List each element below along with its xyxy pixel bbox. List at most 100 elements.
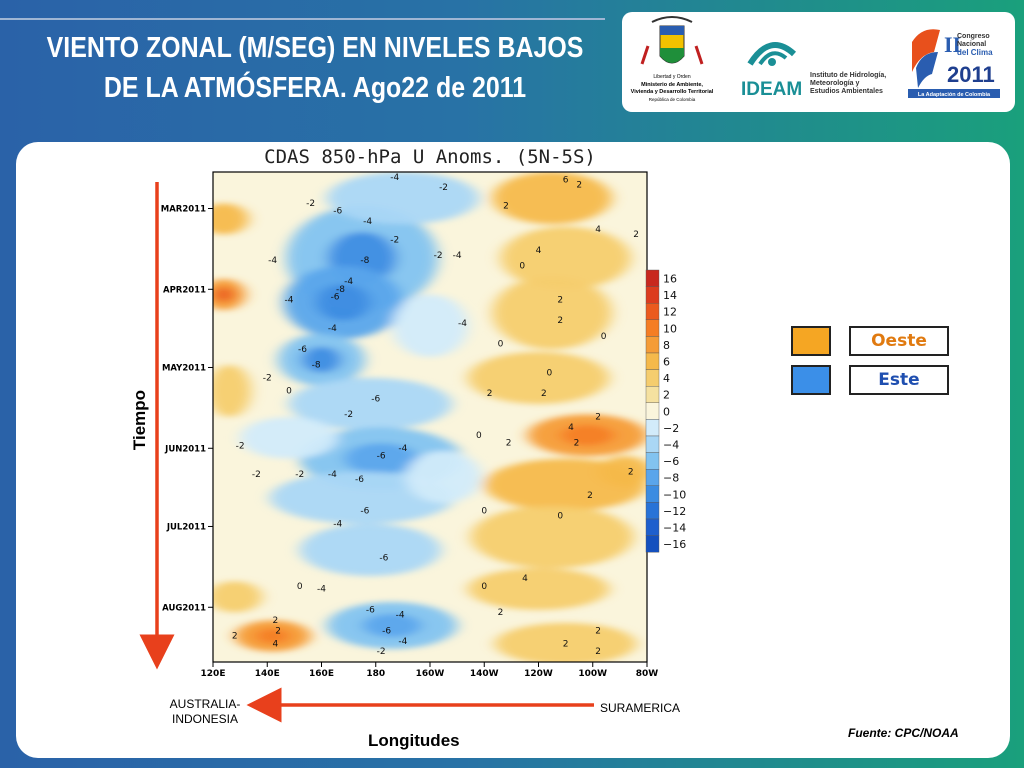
- colorbar-label: 6: [663, 355, 670, 368]
- contour-label: 2: [487, 389, 493, 399]
- y-tick-label: AUG2011: [162, 603, 206, 613]
- contour-label: -6: [360, 506, 369, 516]
- x-tick-label: 160E: [309, 669, 334, 679]
- contour-label: -8: [360, 256, 369, 266]
- contour-label: -6: [379, 553, 388, 563]
- y-tick-label: JUL2011: [166, 522, 206, 532]
- colorbar-label: 4: [663, 372, 670, 385]
- anomaly-core: [560, 424, 615, 446]
- contour-label: -4: [398, 637, 407, 647]
- contour-label: -4: [333, 519, 342, 529]
- ideam-logo: [747, 42, 797, 66]
- anomaly-core: [301, 346, 342, 373]
- colorbar-swatch: [645, 485, 660, 503]
- contour-label: -2: [263, 374, 272, 384]
- contour-label: 2: [595, 413, 601, 423]
- x-axis-ticks: 120E 140E 160E 180 160W 140W 120W 100W 80W: [201, 662, 659, 679]
- contour-label: 2: [574, 439, 580, 449]
- contour-label: 2: [498, 608, 504, 618]
- anomaly-blob: [598, 456, 647, 488]
- contour-label: -4: [453, 251, 462, 261]
- colorbar-label: −12: [663, 505, 686, 518]
- contour-label: 0: [546, 368, 552, 378]
- contour-label: 4: [273, 639, 279, 649]
- contour-label: 2: [595, 626, 601, 636]
- contour-label: -4: [284, 295, 293, 305]
- ideam-inst-3: Estudios Ambientales: [810, 88, 883, 95]
- contour-label: 0: [297, 582, 303, 592]
- contour-label: 0: [481, 582, 487, 592]
- contour-label: 2: [232, 632, 238, 642]
- colorbar-label: −14: [663, 521, 686, 534]
- contour-label: 2: [595, 647, 601, 657]
- congress-year: 2011: [947, 62, 995, 87]
- longitude-axis-label: Longitudes: [368, 731, 460, 750]
- west-end-label-1: AUSTRALIA-: [169, 697, 241, 711]
- anomaly-core: [255, 628, 290, 644]
- contour-label: -6: [377, 452, 386, 462]
- x-tick-label: 120W: [524, 669, 553, 679]
- congress-tagline: La Adaptación de Colombia: [918, 92, 991, 98]
- colorbar-swatch: [645, 352, 660, 370]
- anomaly-blob: [213, 364, 251, 417]
- contour-label: 4: [522, 574, 528, 584]
- contour-label: -4: [268, 256, 277, 266]
- contour-label: 4: [568, 423, 574, 433]
- anomaly-blob: [326, 172, 479, 225]
- colorbar-swatch: [645, 269, 660, 287]
- x-tick-label: 180: [366, 669, 385, 679]
- colorbar-swatch: [645, 303, 660, 321]
- anomaly-blob: [467, 568, 610, 610]
- anomaly-blob: [467, 351, 610, 404]
- colorbar-swatch: [645, 435, 660, 453]
- contour-label: -8: [336, 285, 345, 295]
- anomaly-blob: [492, 172, 612, 225]
- anomaly-core: [214, 286, 234, 303]
- x-tick-label: 140E: [255, 669, 280, 679]
- contour-label: 2: [275, 626, 281, 636]
- ideam-inst-1: Instituto de Hidrología,: [810, 72, 886, 79]
- east-end-label: SURAMERICA: [600, 701, 681, 715]
- x-tick-label: 80W: [636, 669, 659, 679]
- contour-label: 0: [601, 332, 607, 342]
- contour-label: -2: [439, 183, 448, 193]
- colorbar-swatch: [645, 469, 660, 487]
- contour-label: 4: [595, 225, 601, 235]
- colorbar-label: −2: [663, 422, 679, 435]
- colorbar-label: 2: [663, 389, 670, 402]
- contour-label: 2: [541, 389, 547, 399]
- contour-label: 2: [576, 181, 582, 191]
- congress-text-2: Nacional: [957, 41, 986, 48]
- ideam-text: IDEAM: [741, 79, 802, 100]
- congress-logo: [912, 29, 940, 88]
- contour-label: -2: [236, 441, 245, 451]
- colorbar-swatch: [645, 535, 660, 553]
- colorbar-swatch: [645, 369, 660, 387]
- anomaly-blob: [405, 450, 482, 504]
- slide-title: VIENTO ZONAL (M/SEG) EN NIVELES BAJOS DE…: [44, 28, 586, 108]
- contour-label: -2: [306, 199, 315, 209]
- anomaly-blob: [392, 294, 468, 358]
- source-label: Fuente: CPC/NOAA: [848, 726, 959, 740]
- east-legend-label: Este: [849, 365, 949, 395]
- contour-label: 4: [536, 246, 542, 256]
- colorbar-label: 0: [663, 405, 670, 418]
- colorbar: 16 14 12 10 8 6 4 2 0 −2 −4 −6 −8 −10 −12 −14 −16: [645, 269, 686, 553]
- anomaly-blob: [213, 203, 249, 235]
- contour-label: 2: [557, 316, 563, 326]
- colorbar-swatch: [645, 419, 660, 437]
- contour-label: 2: [273, 616, 279, 626]
- west-legend-label: Oeste: [849, 326, 949, 356]
- colorbar-swatch: [645, 336, 660, 354]
- colorbar-label: −6: [663, 455, 679, 468]
- y-tick-label: JUN2011: [164, 444, 206, 454]
- logos-graphic: Libertad y Orden Ministerio de Ambiente,…: [631, 16, 1000, 102]
- congress-numeral: II: [944, 32, 961, 57]
- congress-text-1: Congreso: [957, 33, 990, 40]
- anomaly-blob: [470, 505, 634, 569]
- contour-label: -6: [298, 345, 307, 355]
- contour-label: -8: [312, 360, 321, 370]
- contour-label: -4: [344, 277, 353, 287]
- contour-label: 0: [519, 261, 525, 271]
- contour-label: 2: [557, 295, 563, 305]
